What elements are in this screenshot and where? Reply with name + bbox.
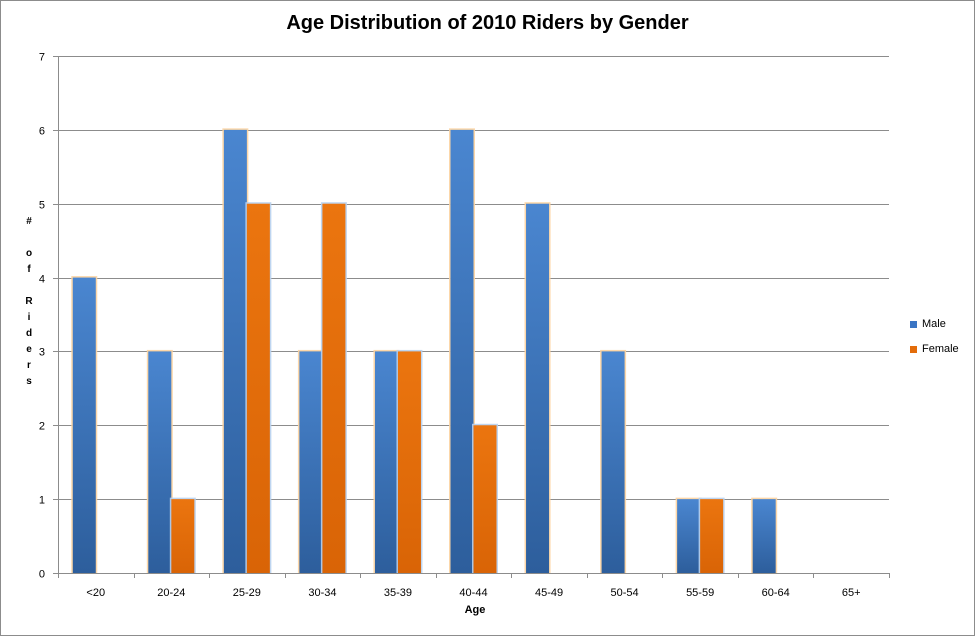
- x-tick-label: 60-64: [762, 587, 790, 599]
- y-tick-label: 1: [39, 495, 45, 507]
- x-tick-label: 40-44: [459, 587, 487, 599]
- bar-female: [397, 351, 421, 573]
- x-tick-label: <20: [86, 587, 105, 599]
- x-tick-label: 55-59: [686, 587, 714, 599]
- y-tick-label: 4: [39, 274, 45, 286]
- x-tick-label: 35-39: [384, 587, 412, 599]
- bar-male: [223, 129, 247, 573]
- legend-swatch: [910, 321, 917, 328]
- bar-female: [700, 499, 724, 573]
- bar-female: [246, 203, 270, 573]
- x-axis-label: Age: [464, 604, 486, 616]
- legend-swatch: [910, 346, 917, 353]
- x-tick-label: 50-54: [611, 587, 639, 599]
- bar-male: [72, 277, 96, 573]
- y-tick-label: 2: [39, 421, 45, 433]
- x-tick-label: 25-29: [233, 587, 261, 599]
- x-tick-label: 30-34: [308, 587, 336, 599]
- bar-male: [601, 351, 625, 573]
- bar-male: [677, 499, 701, 573]
- legend-label: Male: [922, 318, 946, 330]
- y-tick-label: 0: [39, 569, 45, 581]
- y-tick-label: 6: [39, 126, 45, 138]
- bar-male: [526, 203, 550, 573]
- chart-title: Age Distribution of 2010 Riders by Gende…: [286, 12, 689, 34]
- bar-male: [450, 129, 474, 573]
- x-tick-label: 65+: [842, 587, 861, 599]
- y-tick-label: 7: [39, 52, 45, 64]
- bar-male: [374, 351, 398, 573]
- y-tick-label: 3: [39, 347, 45, 359]
- legend-label: Female: [922, 343, 959, 355]
- bar-male: [299, 351, 323, 573]
- x-tick-label: 45-49: [535, 587, 563, 599]
- bar-female: [322, 203, 346, 573]
- bar-male: [752, 499, 776, 573]
- bar-female: [171, 499, 195, 573]
- bar-male: [148, 351, 172, 573]
- x-tick-label: 20-24: [157, 587, 185, 599]
- bar-female: [473, 425, 497, 573]
- y-tick-label: 5: [39, 200, 45, 212]
